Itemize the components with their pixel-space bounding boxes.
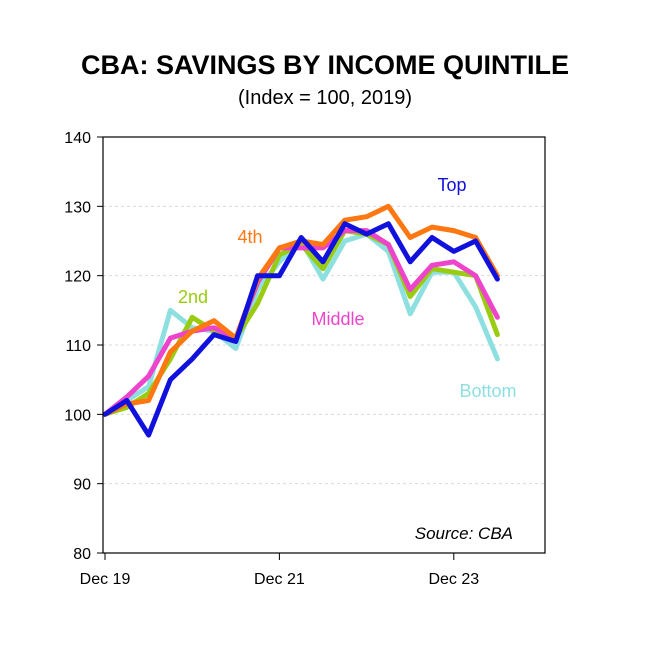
- y-tick-label: 120: [64, 269, 91, 286]
- series-layer: [102, 203, 500, 438]
- series-line-middle: [102, 228, 500, 417]
- y-tick-label: 90: [73, 477, 91, 494]
- x-tick-label: Dec 19: [80, 571, 131, 588]
- series-label-bottom: Bottom: [459, 381, 516, 401]
- y-tick-label: 130: [64, 199, 91, 216]
- series-label-2nd: 2nd: [178, 287, 208, 307]
- source-note: Source: CBA: [415, 524, 513, 543]
- chart-title: CBA: SAVINGS BY INCOME QUINTILE: [80, 50, 570, 80]
- series-line-2nd: [102, 228, 500, 417]
- label-layer: Bottom 2nd Middle 4th Top: [178, 175, 517, 401]
- y-tick-label: 140: [64, 130, 91, 147]
- y-tick-label: 100: [64, 407, 91, 424]
- series-line-top: [102, 221, 500, 438]
- y-tick-label: 80: [73, 546, 91, 563]
- y-tick-label: 110: [65, 338, 91, 355]
- x-tick-label: Dec 21: [254, 571, 305, 588]
- series-line-bottom: [102, 231, 500, 417]
- x-tick-label: Dec 23: [428, 571, 479, 588]
- tick-layer: 80 90 100 110 120 130 140 Dec 19 Dec 21 Dec 23: [64, 130, 479, 588]
- series-label-top: Top: [437, 175, 466, 195]
- series-label-4th: 4th: [237, 227, 262, 247]
- series-label-middle: Middle: [311, 309, 364, 329]
- chart-subtitle: (Index = 100, 2019): [237, 87, 412, 109]
